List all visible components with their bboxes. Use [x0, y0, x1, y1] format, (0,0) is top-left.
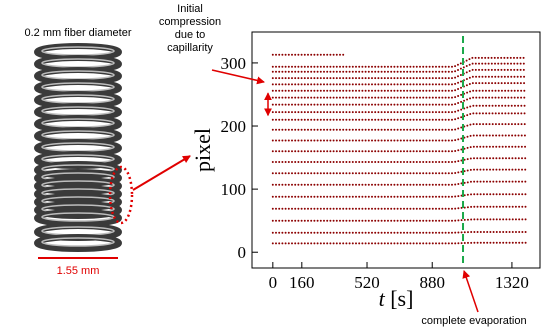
coil	[34, 193, 122, 211]
highlight-ellipse	[108, 165, 134, 225]
track	[271, 75, 528, 86]
track	[271, 180, 528, 186]
annotation-line: due to	[175, 29, 206, 41]
x-axis-label: t [s]	[379, 286, 414, 311]
x-tick-label: 520	[354, 273, 380, 292]
annotation-line: capillarity	[167, 42, 213, 54]
track	[271, 241, 528, 245]
coil	[34, 177, 122, 195]
track	[271, 104, 528, 114]
coil	[34, 234, 122, 252]
evaporation-pointer	[462, 270, 479, 313]
y-axis-label: pixel	[190, 128, 215, 172]
spring-image	[34, 43, 122, 252]
scale-bar-label: 1.55 mm	[57, 265, 100, 277]
coil	[34, 185, 122, 203]
compression-pointer	[211, 69, 265, 85]
y-tick-label: 300	[221, 54, 247, 73]
track	[271, 145, 528, 153]
track	[271, 62, 528, 73]
x-tick-label: 1320	[495, 273, 529, 292]
evaporation-annotation: complete evaporation	[421, 315, 526, 327]
annotation-line: compression	[159, 16, 221, 28]
image-caption: 0.2 mm fiber diameter	[25, 27, 132, 39]
annotation-line: Initial	[177, 3, 203, 15]
y-tick-label: 0	[238, 243, 247, 262]
track	[271, 112, 528, 121]
track	[271, 89, 528, 99]
x-label-unit: [s]	[390, 286, 413, 311]
track	[271, 218, 528, 222]
zoom-arrow	[132, 155, 191, 191]
compression-annotation: Initial compression due to capillarity	[159, 3, 221, 54]
coil-highlight	[41, 237, 115, 247]
coil	[34, 201, 122, 219]
track	[271, 96, 528, 106]
track	[271, 134, 528, 142]
track	[271, 205, 528, 210]
x-tick-label: 160	[289, 273, 315, 292]
x-tick-label: 0	[269, 273, 278, 292]
y-tick-label: 200	[221, 117, 247, 136]
x-tick-label: 880	[419, 273, 445, 292]
track	[271, 157, 528, 163]
track	[271, 193, 528, 198]
coil	[34, 161, 122, 179]
track	[271, 68, 528, 80]
x-label-symbol: t	[379, 286, 386, 311]
y-tick-label: 100	[221, 180, 247, 199]
track	[271, 231, 528, 234]
coil	[34, 169, 122, 187]
track	[271, 168, 528, 175]
track	[271, 82, 528, 92]
track	[271, 56, 528, 68]
plot-frame	[251, 31, 541, 269]
track	[271, 123, 528, 131]
